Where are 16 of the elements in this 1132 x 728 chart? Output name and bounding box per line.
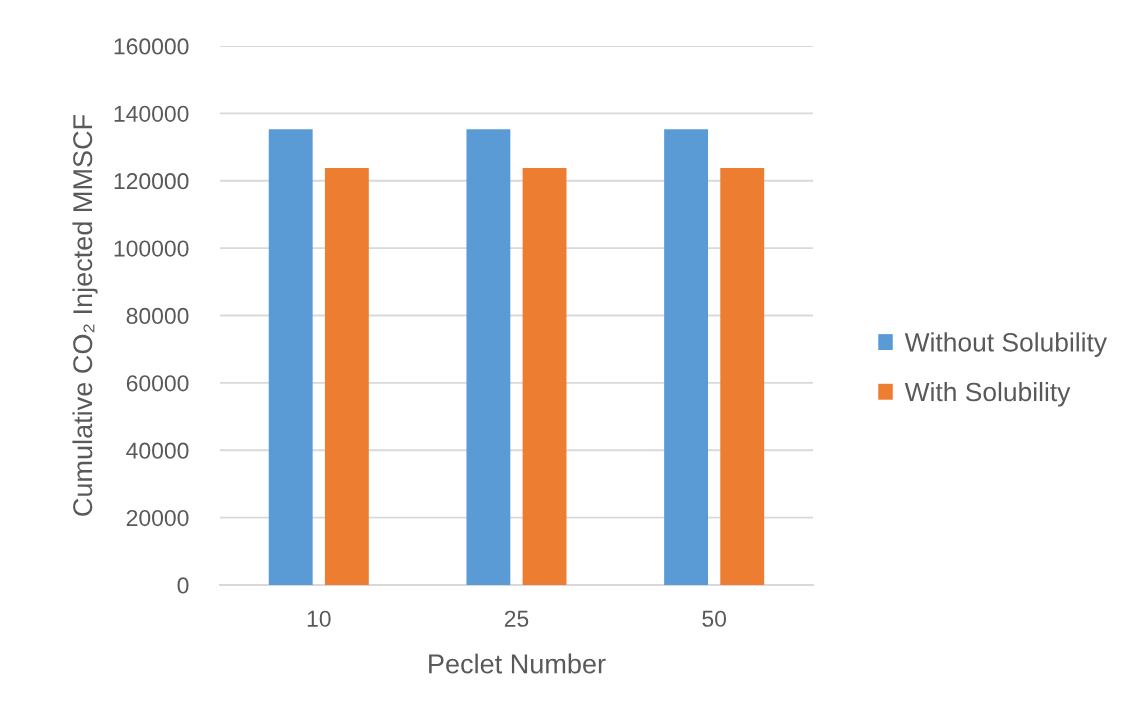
x-tick-label: 50 (702, 610, 727, 627)
x-tick-label: 10 (307, 610, 331, 627)
y-tick-label: 80000 (126, 307, 189, 325)
x-tick-label: 25 (504, 610, 529, 627)
legend-label: Without Solubility (904, 332, 1108, 357)
y-tick-label: 20000 (126, 509, 189, 527)
y-tick-label: 100000 (114, 240, 189, 257)
y-tick-label: 160000 (114, 38, 189, 55)
y-tick-label: 40000 (126, 442, 189, 459)
y-tick-label: 140000 (114, 105, 189, 122)
y-tick-label: 60000 (126, 375, 189, 392)
y-tick-label: 0 (177, 577, 189, 594)
y-axis-title: Cumulative CO₂ Injected MMSCF (72, 114, 98, 516)
y-tick-label: 120000 (114, 173, 189, 190)
x-axis-title: Peclet Number (429, 653, 606, 674)
legend-label: With Solubility (904, 381, 1071, 407)
